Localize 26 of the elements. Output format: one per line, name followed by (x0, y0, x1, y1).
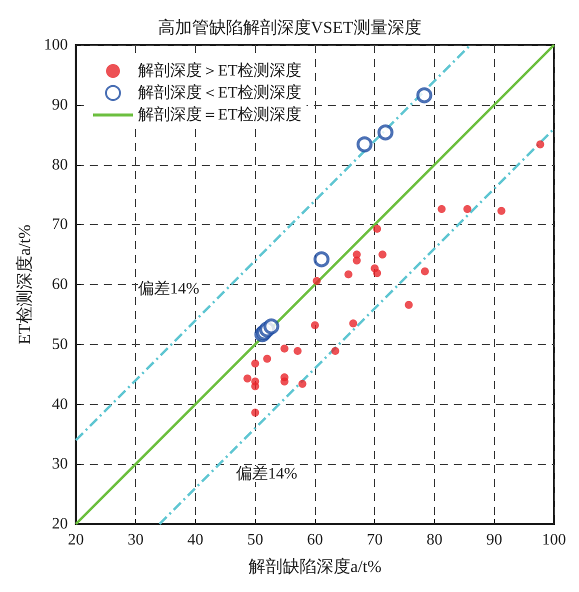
x-tick-label: 50 (247, 532, 264, 548)
y-tick-label: 80 (52, 156, 68, 174)
legend-label: 解剖深度＝ET检测深度 (138, 106, 302, 124)
x-tick-label: 100 (542, 532, 566, 548)
x-tick-label: 40 (187, 532, 204, 548)
y-tick-label: 20 (52, 516, 68, 532)
y-tick-label: 30 (52, 456, 68, 473)
annotation: 偏差14% (138, 280, 200, 298)
y-tick-label: 60 (52, 276, 68, 293)
y-tick-label: 50 (52, 336, 68, 353)
x-tick-label: 20 (68, 532, 84, 548)
legend-label: 解剖深度＞ET检测深度 (138, 62, 302, 80)
x-tick-label: 30 (128, 532, 144, 548)
annotation: 偏差14% (236, 464, 298, 482)
y-tick-label: 100 (44, 36, 68, 54)
chart-title: 高加管缺陷解剖深度VSET测量深度 (158, 18, 422, 37)
x-tick-label: 80 (426, 532, 442, 548)
x-tick-label: 70 (366, 532, 383, 548)
x-axis-title: 解剖缺陷深度a/t% (248, 557, 382, 576)
y-tick-label: 70 (52, 216, 68, 234)
x-tick-label: 60 (306, 532, 323, 548)
y-axis-title: ET检测深度a/t% (15, 224, 34, 344)
y-tick-label: 40 (52, 396, 68, 413)
x-tick-label: 90 (486, 532, 502, 548)
y-tick-label: 90 (52, 96, 68, 114)
legend-label: 解剖深度＜ET检测深度 (138, 84, 302, 102)
